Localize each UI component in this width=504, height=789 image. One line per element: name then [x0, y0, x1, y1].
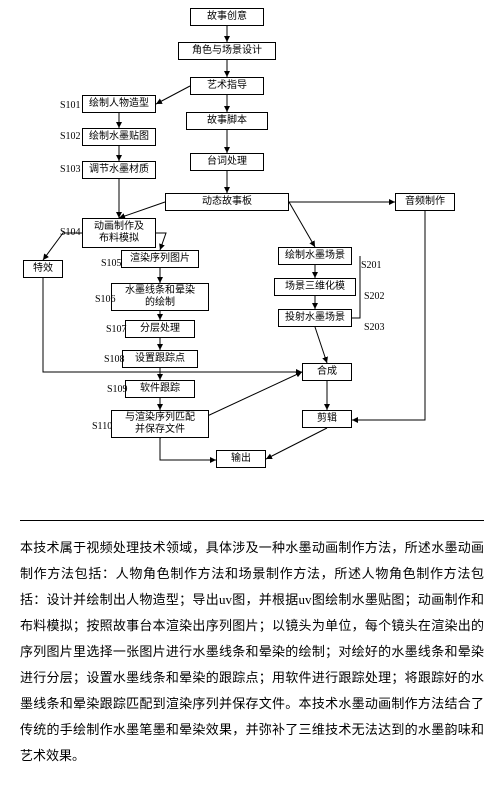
step-label-S106: S106 — [95, 294, 116, 305]
step-label-S107: S107 — [106, 324, 127, 335]
node-n3: 艺术指导 — [190, 77, 264, 95]
node-n21: 合成 — [302, 363, 352, 381]
step-label-S104: S104 — [60, 227, 81, 238]
step-label-S102: S102 — [60, 131, 81, 142]
node-n22: 剪辑 — [302, 410, 352, 428]
node-n20: 投射水墨场景 — [278, 309, 352, 327]
step-label-S201: S201 — [361, 260, 382, 271]
step-label-S109: S109 — [107, 384, 128, 395]
node-n9: 动态故事板 — [165, 193, 289, 211]
description-paragraph: 本技术属于视频处理技术领域，具体涉及一种水墨动画制作方法，所述水墨动画制作方法包… — [0, 525, 504, 789]
node-n12: 渲染序列图片 — [121, 250, 199, 268]
node-n17: 与渲染序列匹配 并保存文件 — [111, 410, 209, 438]
node-n11: 特效 — [23, 260, 63, 278]
node-n7: 故事脚本 — [186, 112, 268, 130]
node-n1: 故事创意 — [190, 8, 264, 26]
step-label-S105: S105 — [101, 258, 122, 269]
step-label-S103: S103 — [60, 164, 81, 175]
node-n23: 输出 — [216, 450, 266, 468]
step-label-S108: S108 — [104, 354, 125, 365]
step-label-S202: S202 — [364, 291, 385, 302]
node-n10: 动画制作及 布料模拟 — [82, 218, 156, 248]
node-n16: 软件跟踪 — [125, 380, 195, 398]
node-n24: 音频制作 — [395, 193, 455, 211]
node-n19: 场景三维化模 — [274, 278, 356, 296]
node-n5: 绘制水墨贴图 — [82, 128, 156, 146]
separator-line — [20, 520, 484, 521]
step-label-S110: S110 — [92, 421, 112, 432]
node-n8: 台词处理 — [190, 153, 264, 171]
node-n14: 分层处理 — [125, 320, 195, 338]
flowchart-diagram: 故事创意角色与场景设计艺术指导绘制人物造型绘制水墨贴图调节水墨材质 故事脚本台词处… — [0, 0, 504, 520]
node-n18: 绘制水墨场景 — [278, 247, 352, 265]
node-n13: 水墨线条和晕染 的绘制 — [111, 283, 209, 311]
node-n15: 设置跟踪点 — [122, 350, 198, 368]
node-n4: 绘制人物造型 — [82, 95, 156, 113]
node-n6: 调节水墨材质 — [82, 161, 156, 179]
node-n2: 角色与场景设计 — [178, 42, 276, 60]
step-label-S203: S203 — [364, 322, 385, 333]
step-label-S101: S101 — [60, 100, 81, 111]
